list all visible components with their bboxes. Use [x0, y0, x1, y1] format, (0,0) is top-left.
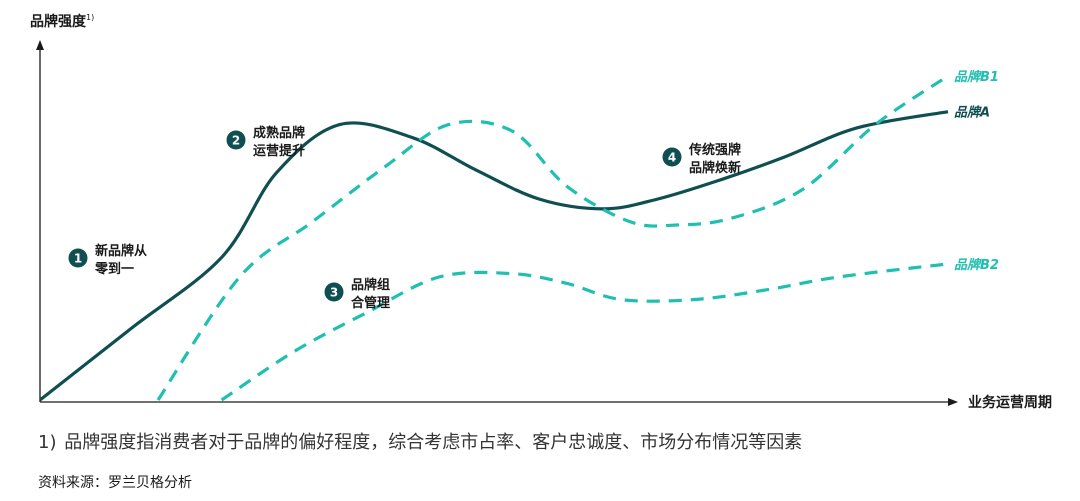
stage-number-badge	[68, 248, 88, 268]
stage-label-line: 品牌焕新	[689, 160, 741, 176]
stage-label-line: 合管理	[351, 295, 390, 311]
stage-label-line: 运营提升	[253, 143, 305, 159]
stage-number: 1	[74, 252, 82, 266]
series-line-1	[156, 74, 949, 401]
series-label-2: 品牌B2	[954, 257, 999, 273]
stage-label-line: 品牌组	[351, 277, 390, 293]
x-axis-label: 业务运营周期	[968, 394, 1052, 411]
series-label-1: 品牌B1	[954, 69, 999, 85]
stage-number-badge	[324, 282, 344, 302]
stage-number: 4	[668, 151, 676, 165]
stage-label-line: 成熟品牌	[253, 125, 305, 141]
footnote: 1) 品牌强度指消费者对于品牌的偏好程度，综合考虑市占率、客户忠诚度、市场分布情…	[38, 428, 802, 454]
series-layer: 品牌A 品牌B1 品牌B2	[39, 69, 999, 402]
stage-number: 3	[330, 286, 338, 300]
stage-number-badge	[226, 130, 246, 150]
stage-label-line: 零到一	[94, 262, 134, 277]
y-axis-label-note: 1)	[86, 13, 94, 22]
x-axis-arrow	[948, 398, 958, 406]
stage-number: 2	[232, 134, 240, 148]
stage-label-line: 传统强牌	[688, 142, 741, 158]
y-axis-arrow	[36, 40, 44, 50]
footnote-mark: 1)	[38, 432, 57, 453]
series-line-0	[39, 110, 949, 402]
series-line-2	[220, 262, 949, 402]
series-label-0: 品牌A	[954, 105, 990, 121]
stage-number-badge	[662, 147, 682, 167]
y-axis-label: 品牌强度1)	[30, 13, 94, 30]
stage-label-line: 新品牌从	[95, 243, 147, 259]
footnote-text: 品牌强度指消费者对于品牌的偏好程度，综合考虑市占率、客户忠诚度、市场分布情况等因…	[64, 432, 803, 453]
source-note: 资料来源：罗兰贝格分析	[38, 475, 192, 491]
